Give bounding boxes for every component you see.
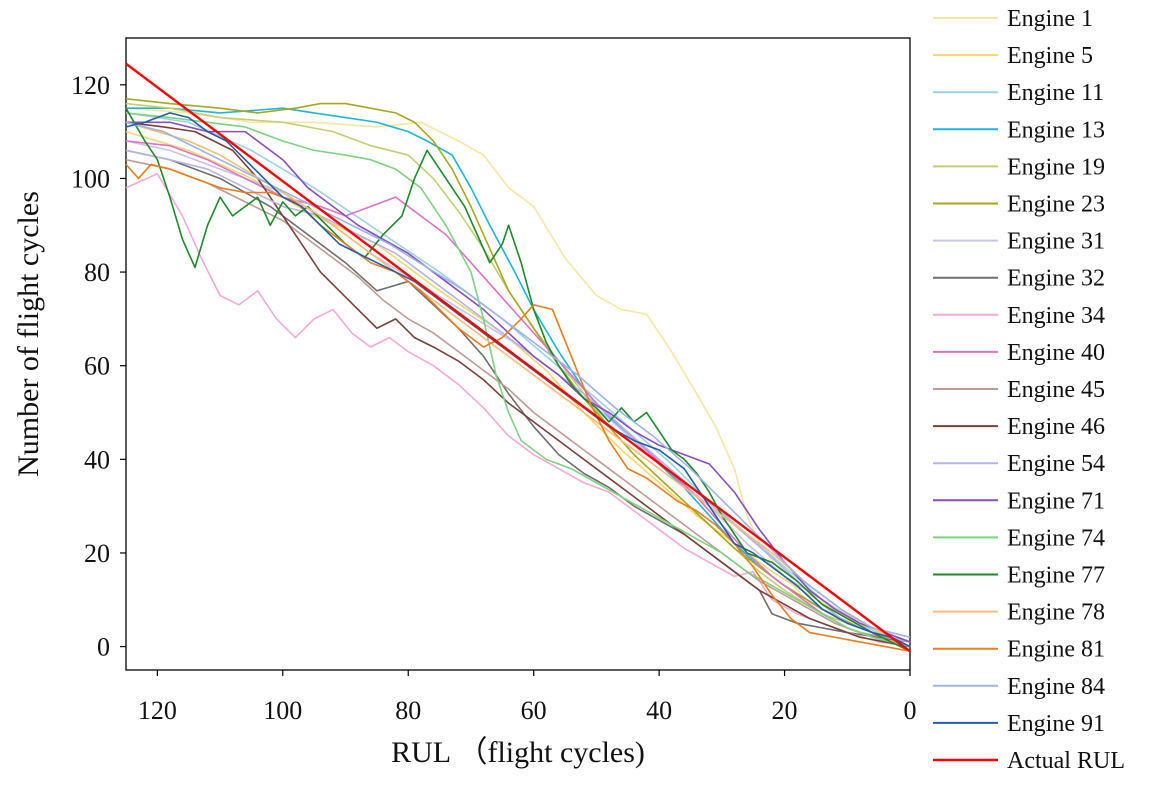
legend-label: Engine 74 bbox=[1007, 525, 1105, 551]
legend-item-engine-91: Engine 91 bbox=[933, 711, 1105, 737]
y-tick-label: 20 bbox=[84, 539, 110, 568]
legend-label: Actual RUL bbox=[1007, 748, 1125, 774]
series-line-engine-23 bbox=[125, 98, 911, 648]
legend-label: Engine 78 bbox=[1007, 600, 1105, 626]
legend-label: Engine 13 bbox=[1007, 117, 1105, 143]
series-line-engine-19 bbox=[125, 102, 911, 648]
legend-item-engine-77: Engine 77 bbox=[933, 563, 1105, 589]
legend-item-engine-1: Engine 1 bbox=[933, 6, 1093, 32]
legend-item-engine-78: Engine 78 bbox=[933, 600, 1105, 626]
legend-label: Engine 46 bbox=[1007, 414, 1105, 440]
legend-item-engine-11: Engine 11 bbox=[933, 80, 1104, 106]
y-tick-label: 0 bbox=[97, 633, 110, 662]
legend-label: Engine 11 bbox=[1007, 80, 1104, 106]
x-axis-title: RUL （flight cycles) bbox=[391, 736, 645, 769]
x-tick-label: 100 bbox=[263, 696, 302, 725]
y-axis-title: Number of flight cycles bbox=[12, 191, 45, 477]
legend-label: Engine 31 bbox=[1007, 229, 1105, 255]
x-tick-label: 80 bbox=[395, 696, 421, 725]
y-tick-label: 60 bbox=[84, 352, 110, 381]
legend-item-engine-46: Engine 46 bbox=[933, 414, 1105, 440]
legend-label: Engine 5 bbox=[1007, 43, 1093, 69]
series-line-actual-rul bbox=[125, 62, 911, 653]
legend-label: Engine 45 bbox=[1007, 377, 1105, 403]
plot-frame bbox=[125, 37, 911, 671]
legend-item-engine-32: Engine 32 bbox=[933, 266, 1105, 292]
x-tick-label: 60 bbox=[521, 696, 547, 725]
series-line-engine-74 bbox=[125, 112, 911, 648]
legend-item-engine-81: Engine 81 bbox=[933, 637, 1105, 663]
y-tick-label: 120 bbox=[71, 71, 110, 100]
series-line-engine-13 bbox=[126, 107, 911, 648]
legend-label: Engine 1 bbox=[1007, 6, 1093, 32]
x-tick-label: 120 bbox=[138, 696, 177, 725]
legend-label: Engine 71 bbox=[1007, 488, 1105, 514]
legend-label: Engine 32 bbox=[1007, 266, 1105, 292]
legend-item-engine-13: Engine 13 bbox=[933, 117, 1105, 143]
legend-item-engine-54: Engine 54 bbox=[933, 451, 1105, 477]
legend-item-engine-34: Engine 34 bbox=[933, 303, 1105, 329]
legend-label: Engine 91 bbox=[1007, 711, 1105, 737]
legend-item-engine-23: Engine 23 bbox=[933, 192, 1105, 218]
legend-item-engine-45: Engine 45 bbox=[933, 377, 1105, 403]
legend-item-engine-31: Engine 31 bbox=[933, 229, 1105, 255]
legend-item-actual-rul: Actual RUL bbox=[933, 748, 1125, 774]
y-tick-label: 40 bbox=[84, 445, 110, 474]
legend-item-engine-74: Engine 74 bbox=[933, 525, 1105, 551]
legend-label: Engine 34 bbox=[1007, 303, 1105, 329]
series-line-engine-54 bbox=[125, 149, 911, 643]
legend-label: Engine 54 bbox=[1007, 451, 1105, 477]
legend-item-engine-5: Engine 5 bbox=[933, 43, 1093, 69]
y-tick-label: 100 bbox=[71, 164, 110, 193]
legend-item-engine-84: Engine 84 bbox=[933, 674, 1105, 700]
x-tick-label: 20 bbox=[772, 696, 798, 725]
legend-label: Engine 81 bbox=[1007, 637, 1105, 663]
series-line-engine-32 bbox=[125, 149, 911, 643]
x-tick-label: 40 bbox=[646, 696, 672, 725]
legend-item-engine-19: Engine 19 bbox=[933, 154, 1105, 180]
legend-item-engine-71: Engine 71 bbox=[933, 488, 1105, 514]
y-axis-ticks: 0 20 40 60 80 100 120 bbox=[71, 71, 126, 662]
y-tick-label: 80 bbox=[84, 258, 110, 287]
legend-item-engine-40: Engine 40 bbox=[933, 340, 1105, 366]
legend-label: Engine 23 bbox=[1007, 192, 1105, 218]
series-line-engine-84 bbox=[125, 121, 911, 639]
series-layer bbox=[125, 62, 911, 653]
legend-label: Engine 84 bbox=[1007, 674, 1105, 700]
series-line-engine-31 bbox=[125, 140, 911, 643]
series-line-engine-81 bbox=[125, 163, 911, 653]
legend-label: Engine 40 bbox=[1007, 340, 1105, 366]
x-tick-label: 0 bbox=[904, 696, 917, 725]
x-axis-ticks: 120 100 80 60 40 20 0 bbox=[138, 670, 917, 725]
legend: Engine 1 Engine 5 Engine 11 Engine 13 Engine… bbox=[933, 6, 1125, 774]
legend-label: Engine 77 bbox=[1007, 563, 1105, 589]
series-line-engine-45 bbox=[125, 158, 911, 643]
legend-label: Engine 19 bbox=[1007, 154, 1105, 180]
